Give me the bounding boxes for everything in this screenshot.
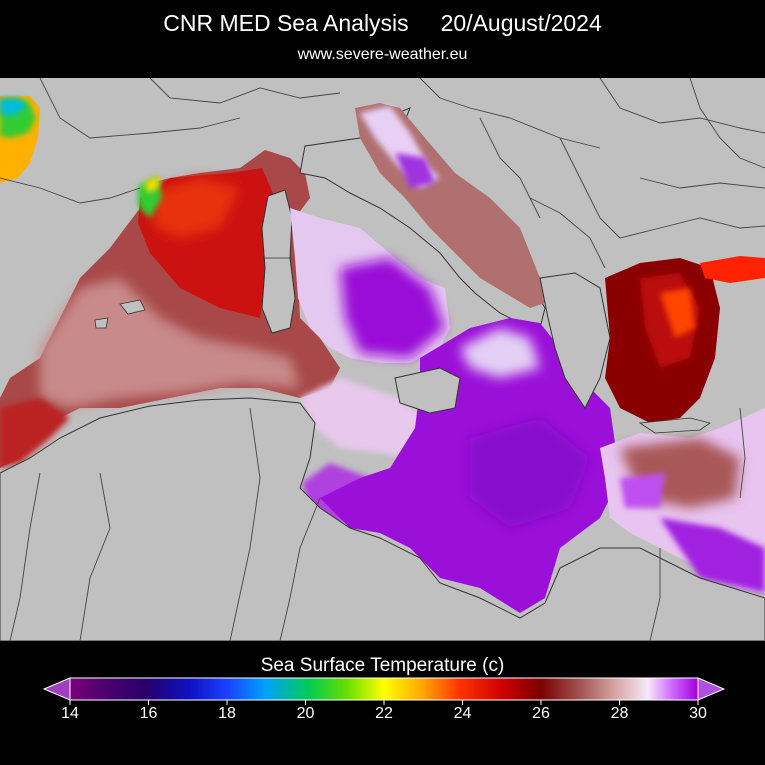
legend-title: Sea Surface Temperature (c) bbox=[260, 655, 505, 676]
colorbar-arrow-left bbox=[42, 677, 71, 701]
colorbar-tick-label: 24 bbox=[453, 705, 472, 722]
crete bbox=[638, 417, 711, 434]
greece-land bbox=[539, 272, 611, 409]
header: CNR MED Sea Analysis 20/August/2024 www.… bbox=[0, 0, 765, 78]
country-borders bbox=[0, 78, 765, 641]
colorbar-arrow-right bbox=[697, 677, 726, 701]
colorbar bbox=[42, 677, 726, 705]
biscay-water bbox=[0, 96, 40, 183]
colorbar-tick-label: 18 bbox=[218, 705, 236, 722]
sst-map[interactable] bbox=[0, 78, 765, 641]
balearic-islands bbox=[94, 299, 146, 329]
north-africa-land bbox=[0, 397, 765, 641]
corsica-sardinia bbox=[261, 189, 296, 334]
colorbar-tick-label: 26 bbox=[532, 705, 550, 722]
aegean-water bbox=[605, 256, 765, 423]
colorbar-tick-label: 28 bbox=[610, 705, 629, 722]
sicily bbox=[394, 367, 461, 414]
map-canvas bbox=[0, 78, 765, 641]
adriatic-water bbox=[355, 103, 545, 308]
colorbar-tick-label: 16 bbox=[139, 705, 158, 722]
source-url: www.severe-weather.eu bbox=[297, 46, 468, 63]
colorbar-tick-label: 14 bbox=[61, 705, 79, 722]
page-title: CNR MED Sea Analysis 20/August/2024 bbox=[163, 10, 602, 36]
colorbar-tick-label: 20 bbox=[296, 705, 315, 722]
levantine-water bbox=[600, 408, 765, 593]
colorbar-gradient bbox=[69, 677, 699, 701]
colorbar-tick-label: 22 bbox=[375, 705, 393, 722]
colorbar-tick-label: 30 bbox=[689, 705, 707, 722]
colorbar-legend: Sea Surface Temperature (c) bbox=[0, 641, 765, 765]
western-basin-water bbox=[0, 150, 340, 468]
ionian-water bbox=[320, 318, 620, 613]
tyrrhenian-water bbox=[290, 208, 450, 363]
